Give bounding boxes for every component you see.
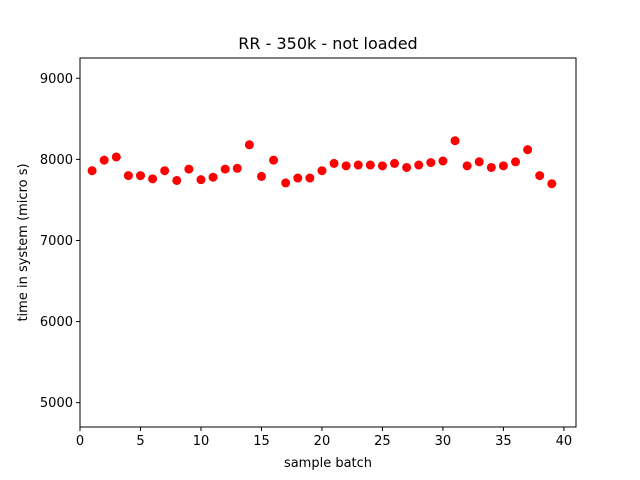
x-tick-label: 25 bbox=[374, 434, 391, 449]
y-tick-label: 6000 bbox=[40, 315, 73, 330]
y-tick-label: 5000 bbox=[40, 396, 73, 411]
x-tick-label: 0 bbox=[76, 434, 84, 449]
data-point bbox=[232, 163, 242, 173]
data-point bbox=[353, 160, 363, 170]
y-tick-label: 8000 bbox=[40, 153, 73, 168]
data-point bbox=[426, 158, 436, 168]
x-tick-label: 20 bbox=[314, 434, 331, 449]
data-point bbox=[462, 161, 472, 171]
data-point bbox=[474, 157, 484, 167]
data-point bbox=[341, 161, 351, 171]
data-point bbox=[99, 155, 109, 165]
y-tick-label: 9000 bbox=[40, 72, 73, 87]
data-point bbox=[523, 145, 533, 155]
data-point bbox=[390, 158, 400, 168]
data-point bbox=[123, 171, 133, 181]
data-point bbox=[148, 174, 158, 184]
data-point bbox=[135, 171, 145, 181]
data-point bbox=[256, 171, 266, 181]
data-point bbox=[317, 166, 327, 176]
data-point bbox=[269, 155, 279, 165]
data-point bbox=[377, 161, 387, 171]
data-point bbox=[511, 157, 521, 167]
data-point bbox=[160, 166, 170, 176]
data-point bbox=[220, 164, 230, 174]
data-point bbox=[87, 166, 97, 176]
data-point bbox=[535, 171, 545, 181]
data-point bbox=[196, 175, 206, 185]
data-point bbox=[111, 152, 121, 162]
x-tick-label: 10 bbox=[193, 434, 210, 449]
x-tick-label: 40 bbox=[556, 434, 573, 449]
data-point bbox=[305, 173, 315, 183]
data-point bbox=[329, 158, 339, 168]
x-tick-label: 15 bbox=[253, 434, 270, 449]
x-axis-label: sample batch bbox=[284, 456, 372, 471]
data-point bbox=[438, 156, 448, 166]
data-point bbox=[402, 162, 412, 172]
y-axis: 5000 6000 7000 8000 9000 bbox=[40, 72, 80, 411]
data-point bbox=[365, 160, 375, 170]
x-tick-label: 5 bbox=[136, 434, 144, 449]
data-point bbox=[547, 179, 557, 189]
y-axis-label: time in system (micro s) bbox=[16, 163, 31, 321]
data-point bbox=[184, 164, 194, 174]
axes-frame bbox=[79, 57, 577, 428]
data-point bbox=[486, 162, 496, 172]
data-point bbox=[450, 136, 460, 146]
data-point bbox=[172, 175, 182, 185]
chart-title: RR - 350k - not loaded bbox=[238, 34, 417, 53]
data-point bbox=[244, 140, 254, 150]
data-point bbox=[414, 160, 424, 170]
data-point bbox=[208, 172, 218, 182]
plot-area bbox=[87, 136, 557, 189]
data-point bbox=[293, 173, 303, 183]
data-point bbox=[281, 178, 291, 188]
x-tick-label: 35 bbox=[495, 434, 512, 449]
data-point bbox=[498, 161, 508, 171]
x-axis: 0 5 10 15 20 25 30 35 40 bbox=[76, 427, 572, 449]
x-tick-label: 30 bbox=[435, 434, 452, 449]
y-tick-label: 7000 bbox=[40, 234, 73, 249]
